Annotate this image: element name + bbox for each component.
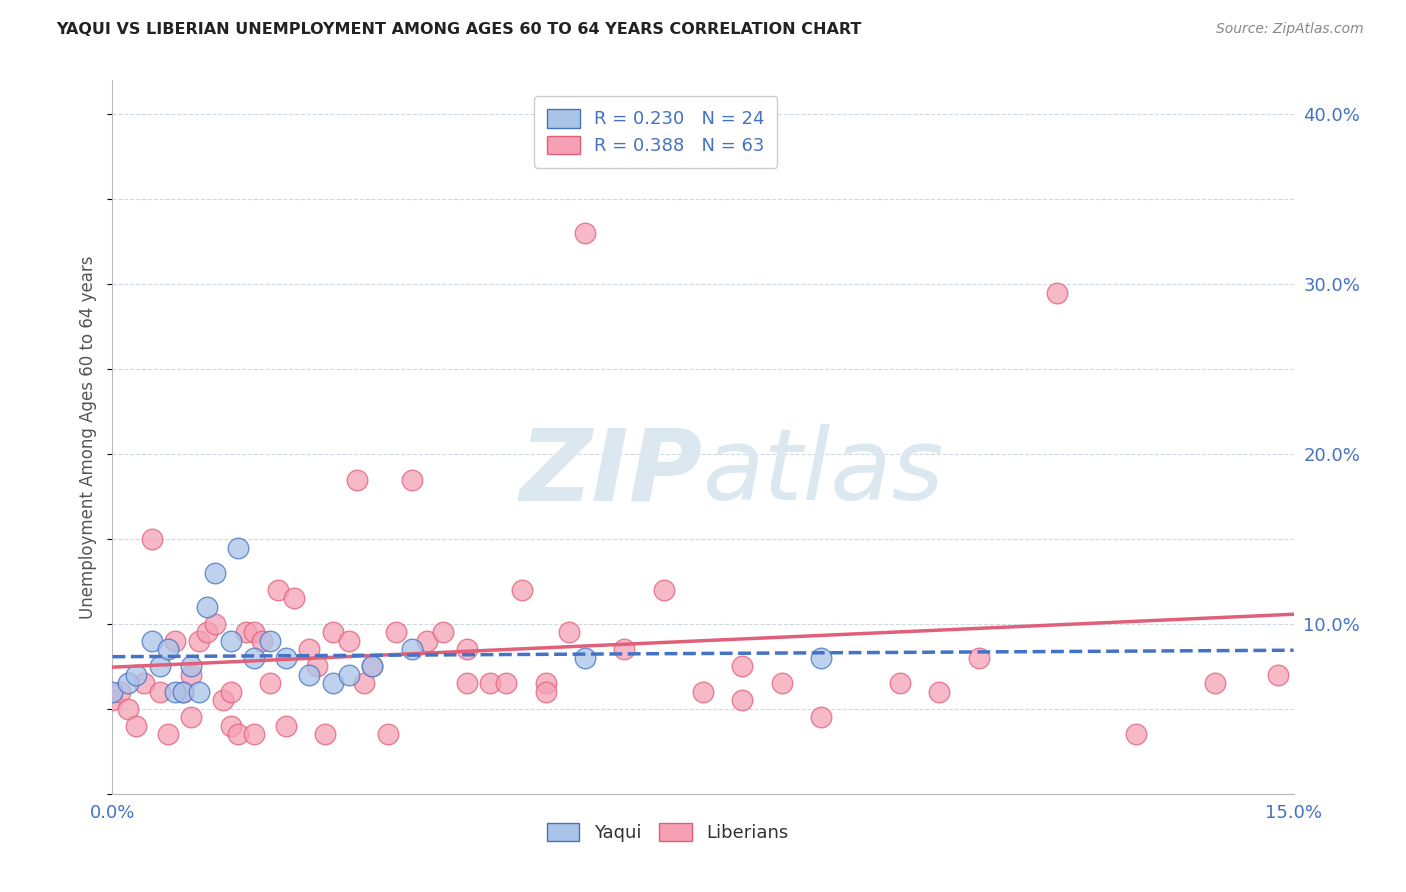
Point [928,685,950,699]
Point [401,473,423,487]
Point [243,727,266,741]
Point [211,693,233,707]
Point [243,651,266,665]
Text: YAQUI VS LIBERIAN UNEMPLOYMENT AMONG AGES 60 TO 64 YEARS CORRELATION CHART: YAQUI VS LIBERIAN UNEMPLOYMENT AMONG AGE… [56,22,862,37]
Point [416,634,439,648]
Point [495,676,517,690]
Point [810,710,832,724]
Point [385,625,408,640]
Point [267,582,290,597]
Legend: Yaqui, Liberians: Yaqui, Liberians [540,815,796,849]
Point [125,719,148,733]
Point [322,625,344,640]
Point [1204,676,1226,690]
Point [456,676,478,690]
Point [298,668,321,682]
Point [377,727,399,741]
Point [149,659,172,673]
Point [141,532,163,546]
Point [141,634,163,648]
Point [235,625,257,640]
Point [1267,668,1289,682]
Point [283,591,305,606]
Point [156,727,179,741]
Point [731,659,754,673]
Point [204,617,226,632]
Point [652,582,675,597]
Point [110,685,132,699]
Point [770,676,793,690]
Point [361,659,384,673]
Point [101,685,124,699]
Point [361,659,384,673]
Point [219,719,242,733]
Point [172,685,194,699]
Point [180,710,202,724]
Point [307,659,329,673]
Point [510,582,533,597]
Point [172,685,194,699]
Point [228,727,250,741]
Text: atlas: atlas [703,425,945,521]
Point [250,634,273,648]
Point [188,634,211,648]
Point [204,566,226,580]
Point [810,651,832,665]
Point [534,685,557,699]
Point [479,676,502,690]
Point [574,226,596,240]
Point [259,676,281,690]
Point [731,693,754,707]
Point [401,642,423,657]
Point [353,676,375,690]
Point [314,727,336,741]
Point [574,651,596,665]
Point [188,685,211,699]
Point [1125,727,1147,741]
Point [195,625,218,640]
Point [149,685,172,699]
Point [337,634,360,648]
Y-axis label: Unemployment Among Ages 60 to 64 years: Unemployment Among Ages 60 to 64 years [79,255,97,619]
Point [195,599,218,614]
Point [298,642,321,657]
Point [889,676,911,690]
Point [101,693,124,707]
Text: Source: ZipAtlas.com: Source: ZipAtlas.com [1216,22,1364,37]
Point [219,634,242,648]
Text: ZIP: ZIP [520,425,703,521]
Point [165,685,187,699]
Point [180,668,202,682]
Point [219,685,242,699]
Point [117,676,139,690]
Point [228,541,250,555]
Point [613,642,636,657]
Point [259,634,281,648]
Point [346,473,368,487]
Point [322,676,344,690]
Point [156,642,179,657]
Point [456,642,478,657]
Point [558,625,581,640]
Point [1046,285,1069,300]
Point [125,668,148,682]
Point [132,676,155,690]
Point [274,651,297,665]
Point [692,685,714,699]
Point [180,659,202,673]
Point [337,668,360,682]
Point [243,625,266,640]
Point [117,702,139,716]
Point [432,625,454,640]
Point [274,719,297,733]
Point [165,634,187,648]
Point [534,676,557,690]
Point [967,651,990,665]
